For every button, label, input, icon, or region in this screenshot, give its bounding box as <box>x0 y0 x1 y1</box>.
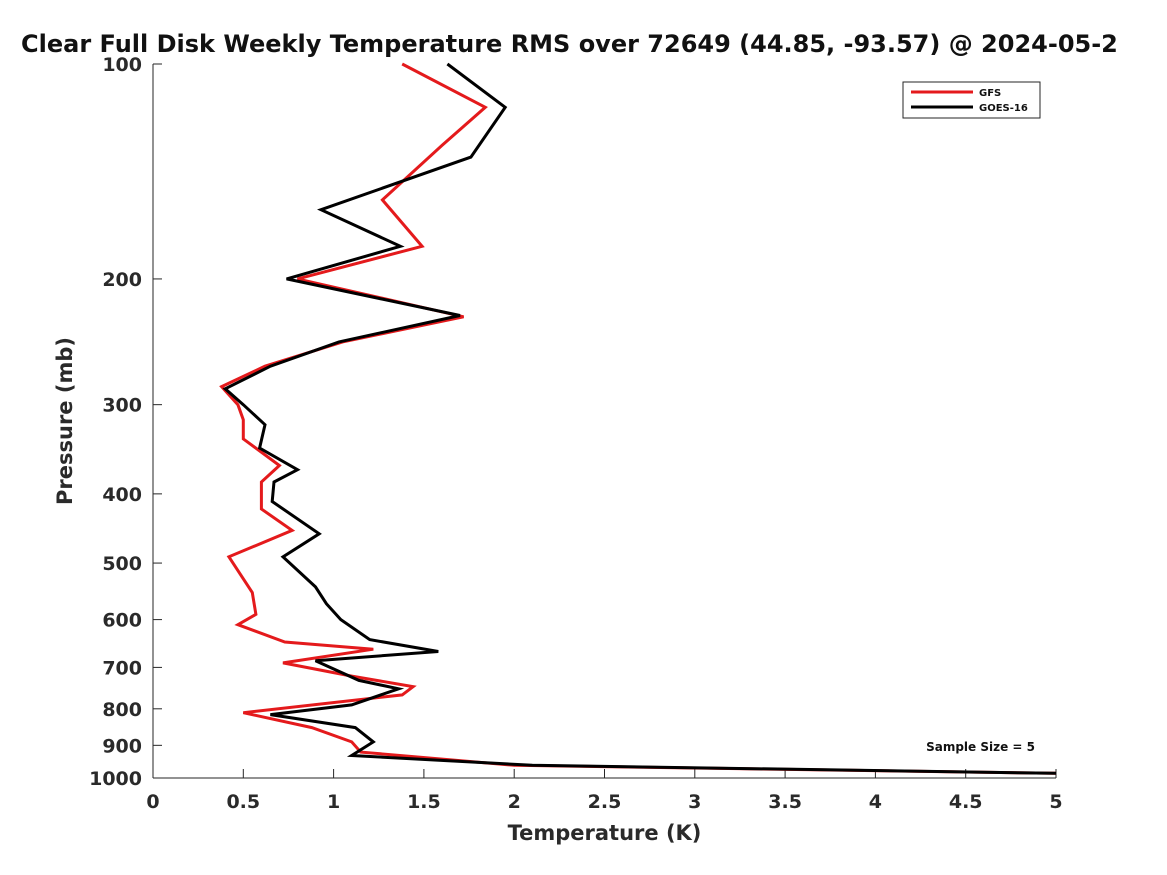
y-tick-label: 600 <box>102 610 142 632</box>
x-tick-label: 0.5 <box>226 791 260 813</box>
legend-label-gfs: GFS <box>979 88 1001 99</box>
y-tick-label: 700 <box>102 657 142 679</box>
legend-label-goes-16: GOES-16 <box>979 103 1028 114</box>
y-tick-label: 200 <box>102 269 142 291</box>
legend-box <box>902 81 1041 119</box>
series-line-gfs <box>219 62 1057 775</box>
y-tick-label: 1000 <box>89 768 142 790</box>
y-axis-title: Pressure (mb) <box>53 337 77 505</box>
y-tick-label: 500 <box>102 553 142 575</box>
y-tick-label: 900 <box>102 735 142 757</box>
series-line-goes-16 <box>222 62 1057 775</box>
x-tick-label: 4.5 <box>949 791 983 813</box>
y-tick-label: 400 <box>102 484 142 506</box>
x-tick-label: 3 <box>688 791 701 813</box>
x-tick-label: 4 <box>869 791 882 813</box>
y-tick-label: 800 <box>102 699 142 721</box>
x-tick-label: 2 <box>508 791 521 813</box>
x-tick-label: 3.5 <box>768 791 802 813</box>
sample-size-annotation: Sample Size = 5 <box>926 740 1035 754</box>
x-tick-label: 5 <box>1049 791 1062 813</box>
x-tick-label: 2.5 <box>588 791 622 813</box>
x-axis-title: Temperature (K) <box>508 821 702 845</box>
x-tick-label: 0 <box>146 791 159 813</box>
y-tick-label: 300 <box>102 395 142 417</box>
y-tick-label: 100 <box>102 54 142 76</box>
chart-title: Clear Full Disk Weekly Temperature RMS o… <box>21 30 1118 58</box>
x-tick-label: 1.5 <box>407 791 441 813</box>
x-tick-label: 1 <box>327 791 340 813</box>
